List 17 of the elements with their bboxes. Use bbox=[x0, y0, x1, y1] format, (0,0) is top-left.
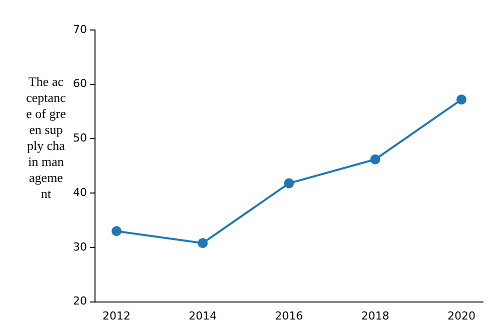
point bbox=[370, 154, 380, 164]
x-tick-label: 2014 bbox=[188, 309, 217, 322]
y-tick-label: 30 bbox=[72, 240, 87, 254]
y-tick-label: 50 bbox=[72, 132, 87, 145]
y-tick-label: 70 bbox=[72, 22, 87, 36]
y-tick-label: 60 bbox=[72, 77, 87, 90]
point bbox=[198, 238, 208, 248]
y-axis-title: The acceptance of green supply chain management bbox=[26, 74, 66, 202]
y-tick-label: 40 bbox=[72, 186, 87, 199]
point bbox=[112, 226, 122, 236]
point bbox=[456, 94, 466, 105]
x-tick-label: 2016 bbox=[275, 309, 303, 322]
y-tick-label: 20 bbox=[72, 294, 87, 308]
x-tick-label: 2018 bbox=[361, 309, 390, 322]
x-tick-label: 2020 bbox=[447, 309, 476, 322]
point bbox=[284, 178, 294, 188]
x-tick-label: 2012 bbox=[102, 309, 131, 322]
